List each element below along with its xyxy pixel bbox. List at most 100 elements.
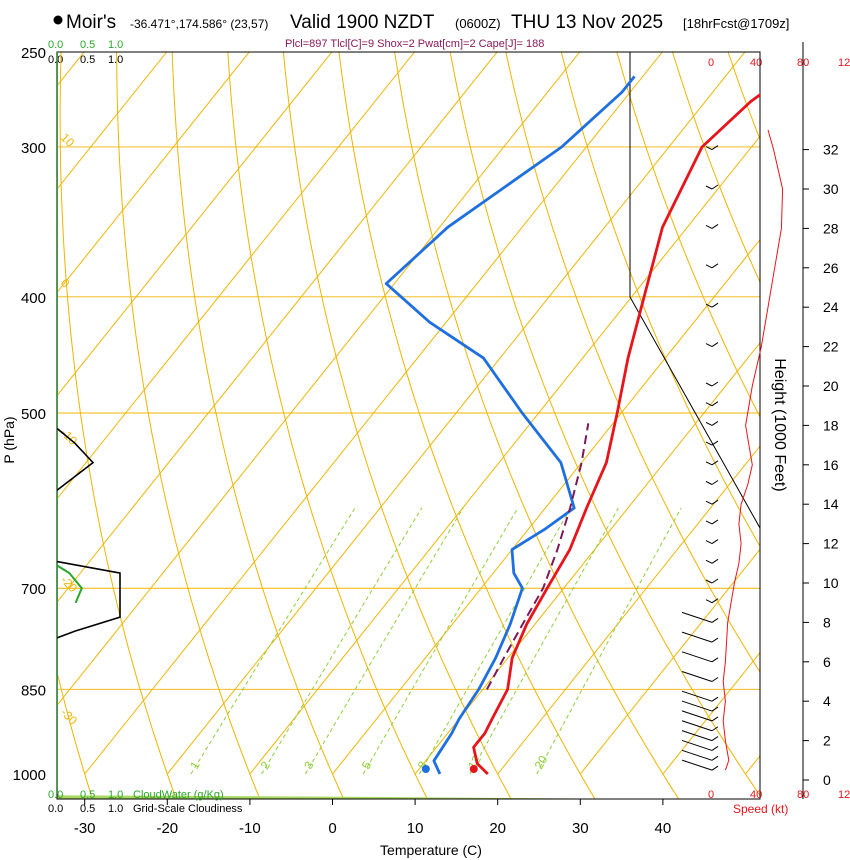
wind-barb — [711, 696, 719, 702]
wind-barb — [711, 726, 719, 732]
header-date: THU 13 Nov 2025 — [511, 12, 663, 33]
wind-barb — [681, 710, 713, 722]
wind-barb — [681, 651, 713, 663]
height-tick-label: 10 — [823, 575, 839, 591]
wind-barb — [711, 440, 719, 446]
wind-barb — [711, 263, 719, 269]
dry-adiabat-line — [505, 52, 760, 673]
cloudiness-top-tick-0: 0.0 — [48, 54, 63, 66]
wind-barb — [705, 303, 713, 308]
wind-barb — [705, 224, 713, 229]
wind-barb — [711, 519, 719, 525]
isotherm-line — [332, 238, 760, 775]
isotherm-line — [745, 755, 760, 775]
cloudiness-line — [57, 427, 95, 491]
cloud-water-top-tick-1: 0.5 — [80, 39, 95, 51]
wind-speed-bottom-tick-3: 12 — [838, 789, 850, 801]
y-axis-label: P (hPa) — [1, 416, 17, 463]
cloud-water-top-tick-2: 1.0 — [108, 39, 123, 51]
cloudiness-label: Grid-Scale Cloudiness — [133, 803, 243, 815]
isotherm-line — [249, 135, 760, 775]
header-utc: (0600Z) — [455, 16, 501, 31]
isotherm-line — [57, 52, 498, 603]
cloud-water-label: CloudWater (g/Kg) — [133, 789, 224, 801]
mixing-ratio-line — [304, 507, 464, 775]
dry-adiabat-line — [57, 669, 93, 799]
wind-barb — [705, 185, 713, 190]
isotherm-line — [57, 52, 581, 707]
dry-adiabat-line — [116, 52, 261, 799]
x-tick-label: -10 — [239, 820, 261, 837]
dry-adiabat-line — [671, 52, 760, 284]
p-tick-label: 300 — [21, 140, 46, 157]
header-valid: Valid 1900 NZDT — [290, 12, 435, 33]
wind-barb — [711, 401, 719, 407]
height-tick-label: 24 — [823, 299, 839, 315]
wind-barb — [681, 759, 713, 771]
wind-speed-bottom-tick-0: 0 — [708, 789, 714, 801]
isotherm-line — [84, 52, 663, 775]
wind-barb — [711, 558, 719, 564]
wind-barb — [705, 441, 713, 446]
p-tick-label: 700 — [21, 581, 46, 598]
height-tick-label: 2 — [823, 733, 831, 749]
height-tick-label: 26 — [823, 260, 839, 276]
isotherm-line — [662, 651, 760, 775]
dry-adiabat-line — [616, 52, 760, 418]
wind-barb — [705, 382, 713, 387]
wind-barb — [705, 540, 713, 545]
surface-temperature-dot — [469, 765, 478, 773]
x-tick-label: 40 — [655, 820, 672, 837]
header-brand: Moir's — [66, 12, 116, 33]
wind-barb — [711, 706, 719, 712]
p-tick-label: 250 — [21, 45, 46, 62]
parcel-line — [486, 423, 590, 690]
mixing-ratio-line — [190, 507, 356, 775]
wind-barb — [681, 671, 713, 682]
cloudiness-bottom-tick-1: 0.5 — [80, 803, 95, 815]
adiabat-label: 10 — [758, 311, 784, 337]
wind-panel — [681, 129, 784, 771]
wind-barb — [711, 746, 719, 751]
wind-barb — [711, 184, 719, 190]
p-tick-label: 400 — [21, 290, 46, 307]
isotherm-line — [579, 548, 760, 775]
isotherm-line — [0, 52, 2, 774]
isotherm-line — [57, 52, 250, 294]
wind-barb — [711, 578, 719, 584]
wind-barb — [711, 716, 719, 722]
wind-barb — [705, 402, 713, 407]
wind-barb — [711, 381, 719, 387]
x-axis-label: Temperature (C) — [380, 842, 482, 858]
height-tick-label: 28 — [823, 220, 839, 236]
dry-adiabat-line — [227, 52, 428, 799]
isotherm-line — [57, 52, 333, 397]
wind-barb — [711, 223, 719, 229]
wind-speed-bottom-tick-2: 80 — [797, 789, 809, 801]
mixing-ratio-label: 2 — [258, 759, 274, 772]
isotherm-line — [414, 342, 760, 775]
cloud-water-top-tick-0: 0.0 — [48, 39, 63, 51]
height-tick-label: 16 — [823, 457, 839, 473]
wind-barb — [711, 302, 719, 308]
dry-adiabat-line — [338, 52, 596, 799]
mixing-ratio-label: 20 — [532, 753, 551, 772]
mixing-ratio-line — [536, 507, 682, 775]
wind-barb — [681, 631, 713, 643]
wind-barb — [681, 739, 713, 751]
wind-speed-line — [722, 129, 784, 771]
height-tick-label: 20 — [823, 378, 839, 394]
cloud-water-line — [57, 564, 83, 604]
dry-adiabat-line — [59, 52, 177, 799]
header-indices: Plcl=897 Tlcl[C]=9 Shox=2 Pwat[cm]=2 Cap… — [285, 38, 544, 50]
dry-adiabat-line — [171, 52, 345, 799]
height-tick-label: 22 — [823, 339, 839, 355]
wind-barb — [711, 460, 719, 466]
wind-barb — [705, 579, 713, 584]
mixing-ratio-label: 5 — [359, 759, 375, 772]
dry-adiabat-line — [394, 52, 680, 799]
profiles — [57, 52, 760, 794]
hodograph-divider — [629, 52, 761, 529]
mixing-ratio-line — [418, 507, 572, 775]
height-tick-label: 12 — [823, 536, 839, 552]
